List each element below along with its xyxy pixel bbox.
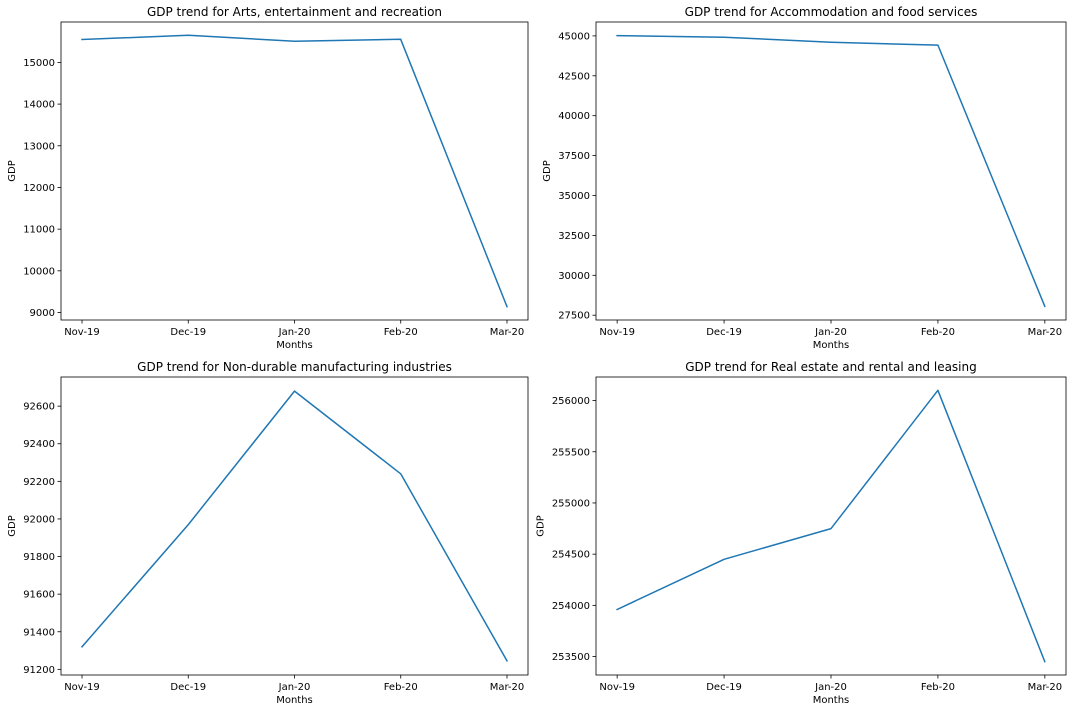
chart-title: GDP trend for Arts, entertainment and re… (147, 5, 442, 19)
series-line (616, 389, 1046, 663)
x-tick-label: Feb-20 (384, 682, 418, 693)
x-tick-label: Jan-20 (278, 327, 311, 338)
y-tick-label: 91800 (23, 552, 55, 563)
y-tick-label: 37500 (558, 151, 590, 162)
x-tick-label: Feb-20 (921, 682, 955, 693)
y-axis-label: GDP (7, 515, 18, 536)
x-tick-label: Jan-20 (814, 682, 847, 693)
chart-title: GDP trend for Non-durable manufacturing … (137, 360, 452, 374)
x-tick-label: Dec-19 (170, 327, 206, 338)
series-line (80, 390, 509, 662)
y-tick-label: 40000 (558, 111, 590, 122)
axes-frame (595, 376, 1067, 676)
y-tick-label: 253500 (552, 652, 590, 663)
y-tick-label: 9000 (30, 308, 55, 319)
y-tick-label: 256000 (552, 396, 590, 407)
chart-title: GDP trend for Real estate and rental and… (685, 360, 977, 374)
x-tick-label: Dec-19 (706, 682, 742, 693)
y-tick-label: 91200 (23, 665, 55, 676)
chart-2: GDP trend for Accommodation and food ser… (542, 5, 1067, 351)
x-tick-label: Feb-20 (921, 327, 955, 338)
y-tick-label: 13000 (23, 141, 55, 152)
y-tick-label: 92400 (23, 439, 55, 450)
y-tick-label: 12000 (23, 183, 55, 194)
x-tick-label: Mar-20 (1028, 682, 1063, 693)
y-tick-label: 254000 (552, 601, 590, 612)
x-tick-label: Mar-20 (490, 682, 525, 693)
y-tick-label: 92200 (23, 477, 55, 488)
y-tick-label: 32500 (558, 231, 590, 242)
x-tick-label: Mar-20 (490, 327, 525, 338)
x-axis-label: Months (813, 340, 850, 351)
chart-title: GDP trend for Accommodation and food ser… (685, 5, 978, 19)
y-tick-label: 15000 (23, 58, 55, 69)
y-tick-label: 42500 (558, 71, 590, 82)
y-tick-label: 35000 (558, 191, 590, 202)
x-tick-label: Dec-19 (706, 327, 742, 338)
series-line (616, 34, 1046, 308)
series-line (81, 34, 508, 308)
chart-3: GDP trend for Non-durable manufacturing … (7, 360, 529, 706)
x-tick-label: Dec-19 (170, 682, 206, 693)
y-tick-label: 11000 (23, 225, 55, 236)
y-axis-label: GDP (536, 515, 547, 536)
x-tick-label: Nov-19 (64, 327, 100, 338)
y-tick-label: 91400 (23, 627, 55, 638)
chart-1: GDP trend for Arts, entertainment and re… (7, 5, 529, 351)
y-tick-label: 30000 (558, 271, 590, 282)
x-tick-label: Mar-20 (1028, 327, 1063, 338)
y-tick-label: 254500 (552, 550, 590, 561)
y-tick-label: 14000 (23, 100, 55, 111)
x-tick-label: Jan-20 (278, 682, 311, 693)
x-axis-label: Months (276, 695, 313, 706)
y-tick-label: 92000 (23, 514, 55, 525)
y-tick-label: 10000 (23, 266, 55, 277)
y-tick-label: 45000 (558, 31, 590, 42)
x-tick-label: Feb-20 (384, 327, 418, 338)
y-tick-label: 27500 (558, 311, 590, 322)
axes-frame (60, 21, 529, 321)
x-tick-label: Nov-19 (599, 327, 635, 338)
y-tick-label: 255500 (552, 447, 590, 458)
axes-frame (595, 21, 1067, 321)
x-tick-label: Nov-19 (599, 682, 635, 693)
y-tick-label: 91600 (23, 590, 55, 601)
axes-frame (60, 376, 529, 676)
chart-4: GDP trend for Real estate and rental and… (536, 360, 1067, 706)
x-axis-label: Months (813, 695, 850, 706)
y-tick-label: 92600 (23, 402, 55, 413)
x-tick-label: Jan-20 (814, 327, 847, 338)
y-tick-label: 255000 (552, 498, 590, 509)
x-tick-label: Nov-19 (64, 682, 100, 693)
x-axis-label: Months (276, 340, 313, 351)
y-axis-label: GDP (542, 160, 553, 181)
y-axis-label: GDP (7, 160, 18, 181)
